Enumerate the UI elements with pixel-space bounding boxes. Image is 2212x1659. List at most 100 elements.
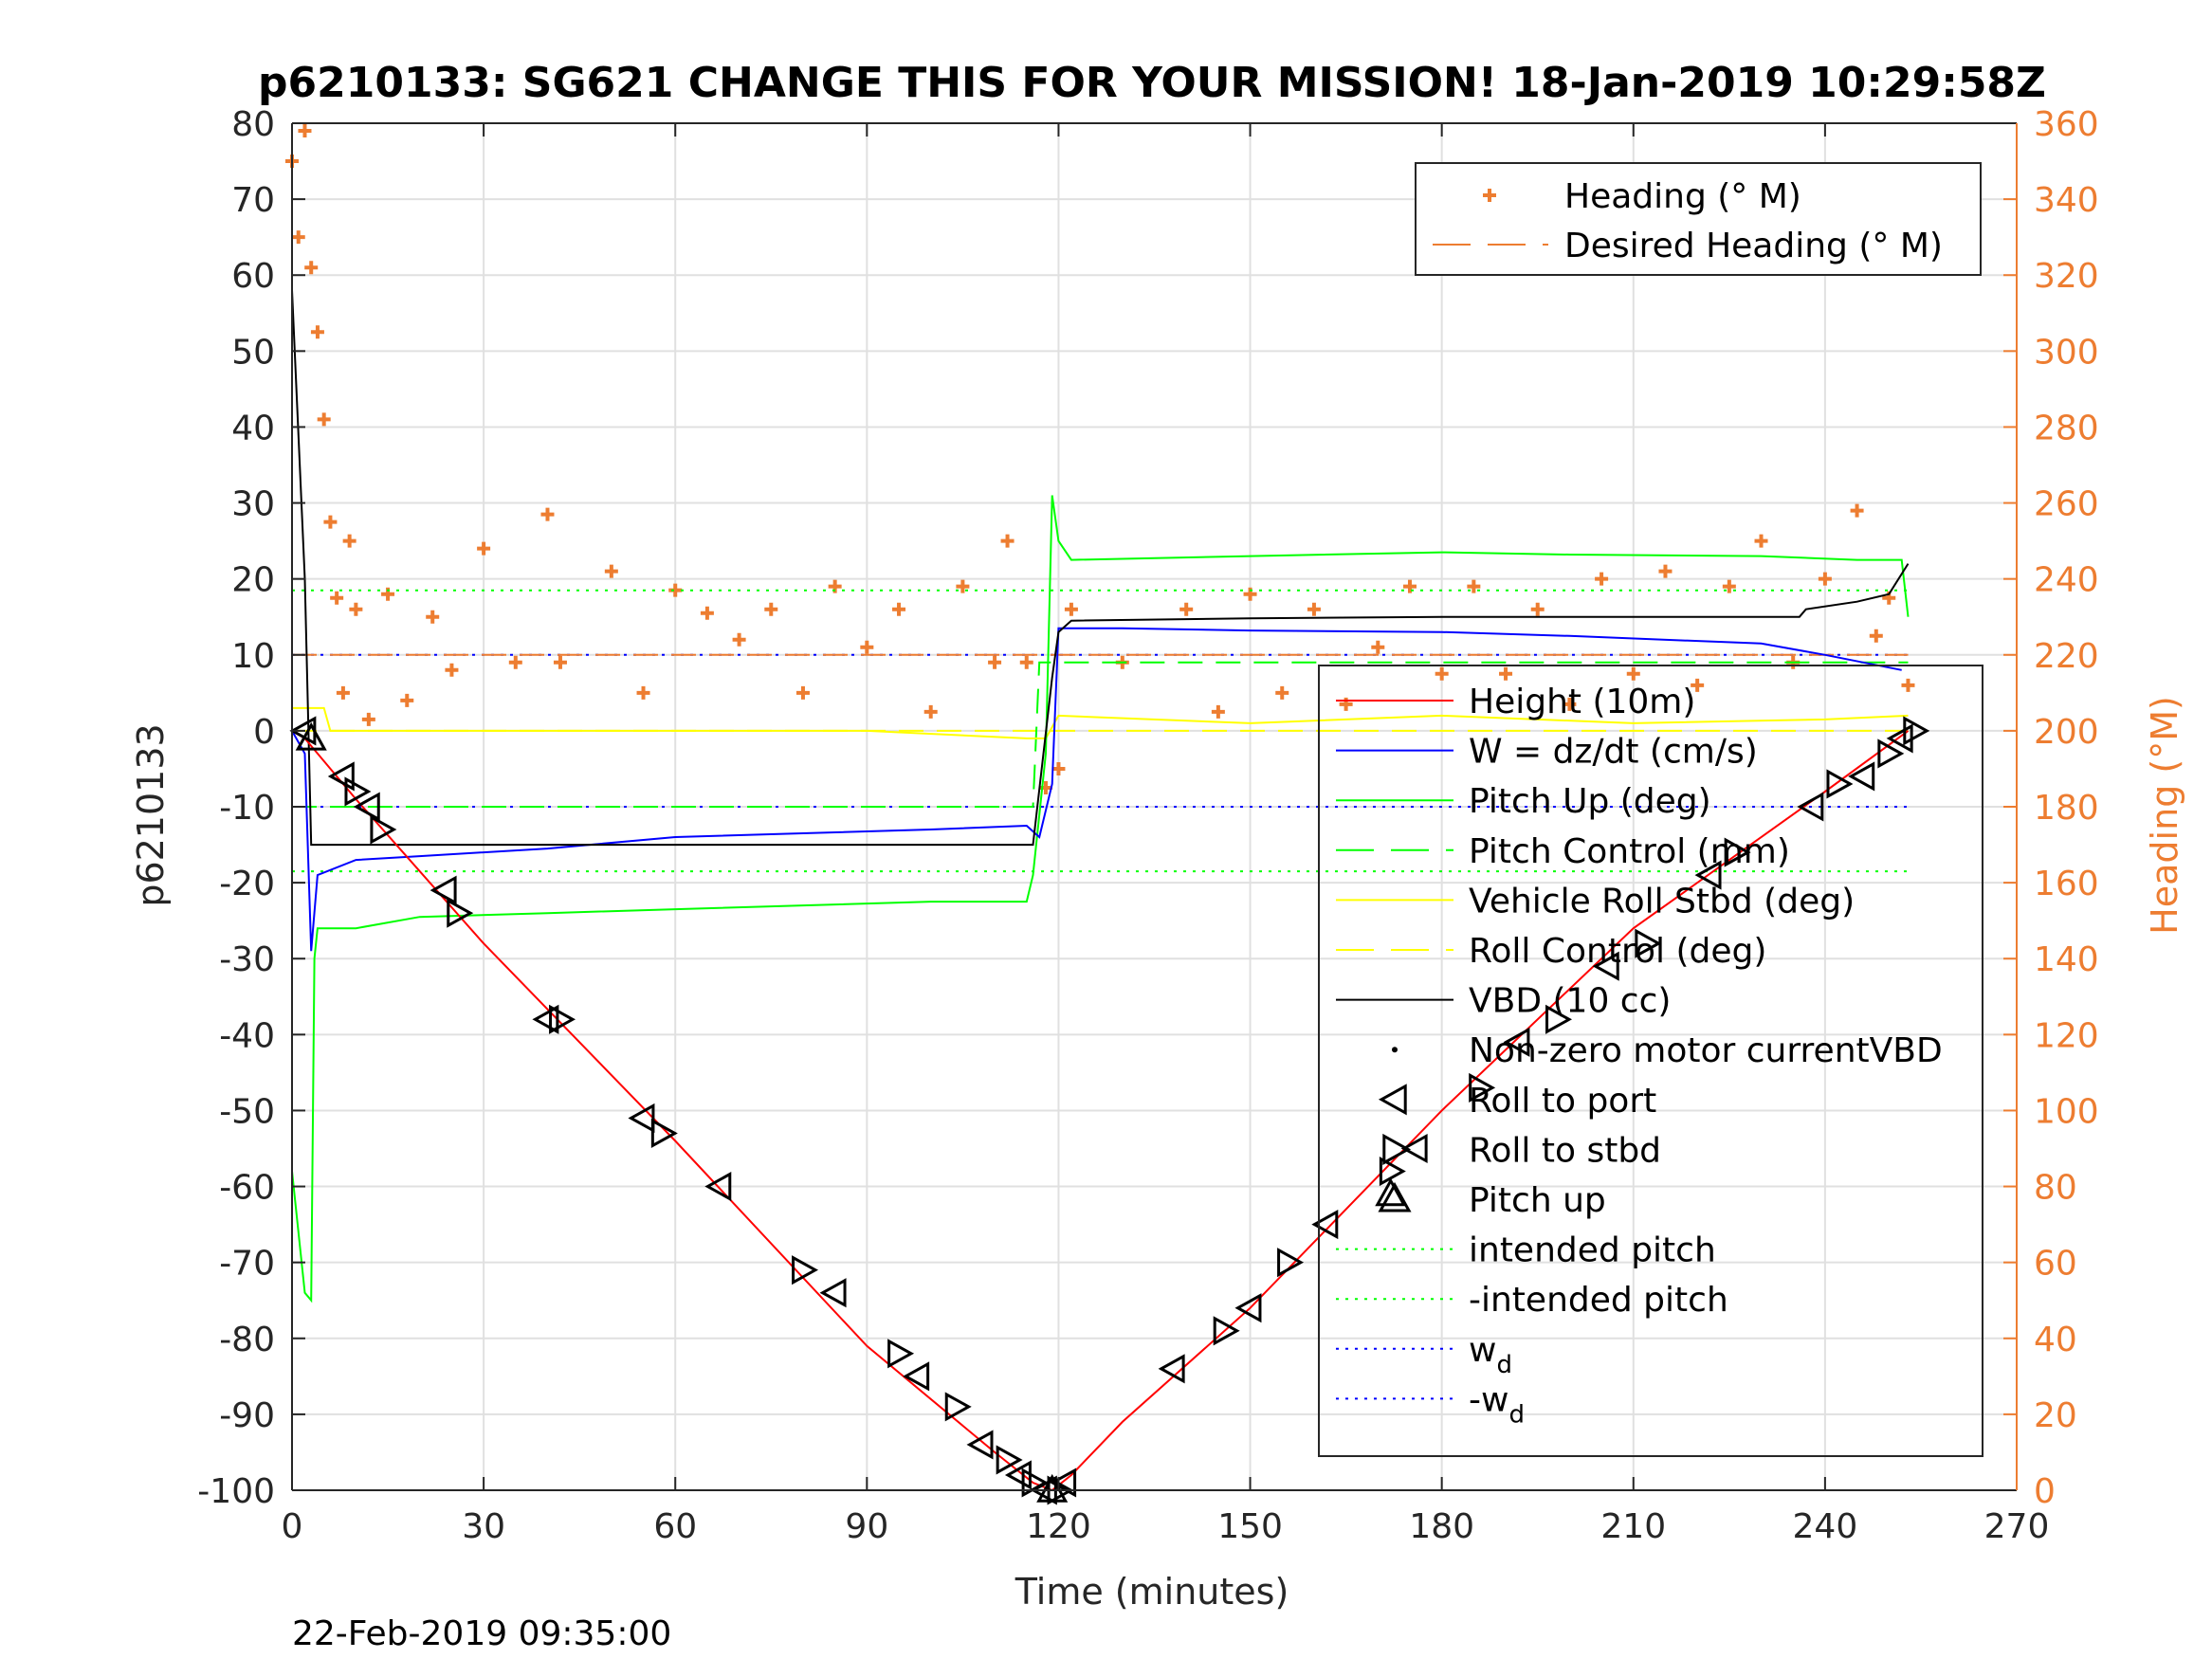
legend-swatch-roll-to-port: [1378, 1084, 1407, 1116]
roll-to-stbd-marker: [1213, 1316, 1240, 1346]
y2-tick-label: 220: [2034, 637, 2099, 676]
heading-point: [426, 610, 440, 624]
legend-label: W = dz/dt (cm/s): [1469, 733, 1758, 772]
x-tick-label: 180: [1409, 1507, 1474, 1546]
roll-to-stbd-marker: [887, 1339, 915, 1369]
roll-to-stbd-marker: [1724, 837, 1751, 867]
y-tick-label: 30: [231, 485, 275, 524]
heading-point: [1754, 534, 1768, 548]
roll-to-port-marker: [819, 1278, 847, 1308]
series-pitch-up-deg: [291, 495, 1910, 1304]
y-tick-label: -100: [197, 1472, 275, 1511]
heading-point: [336, 685, 350, 700]
y-tick-label: 10: [231, 637, 275, 676]
roll-to-port-marker: [1158, 1354, 1185, 1384]
legend-label: Pitch Up (deg): [1469, 782, 1711, 821]
x-tick-label: 30: [462, 1507, 505, 1546]
heading-point: [1499, 666, 1513, 681]
heading-point: [956, 579, 970, 593]
heading-point: [342, 534, 356, 548]
roll-to-port-marker: [628, 1103, 655, 1134]
legend-heading: Heading (° M) Desired Heading (° M): [1415, 162, 1982, 276]
roll-to-port-marker: [430, 875, 457, 905]
heading-point: [732, 632, 746, 647]
roll-to-port-marker: [1797, 792, 1824, 822]
heading-point: [923, 704, 938, 719]
heading-point: [636, 685, 650, 700]
heading-point: [1211, 704, 1225, 719]
legend-swatch-non-zero-motor-currentvbd: [1392, 1047, 1398, 1053]
roll-to-port-marker: [532, 1004, 559, 1034]
roll-to-port-marker: [966, 1430, 994, 1460]
heading-point: [1467, 579, 1481, 593]
heading-point: [304, 261, 319, 275]
roll-to-stbd-marker: [1469, 1072, 1496, 1103]
roll-to-stbd-marker: [1545, 1004, 1573, 1034]
heading-point: [1307, 602, 1321, 616]
heading-point: [323, 515, 338, 529]
legend-label: Roll Control (deg): [1469, 932, 1766, 971]
heading-point: [349, 602, 363, 616]
heading-point: [1371, 640, 1385, 654]
legend-label: intended pitch: [1469, 1231, 1716, 1270]
y2-tick-label: 300: [2034, 333, 2099, 372]
roll-to-port-marker: [1050, 1468, 1077, 1498]
series-heading: [285, 124, 1915, 794]
y-tick-label: 40: [231, 409, 275, 447]
y-tick-label: -20: [219, 865, 275, 903]
legend-heading-label: Heading (° M): [1564, 177, 1801, 216]
legend-swatch-pitch-up: [1378, 1181, 1412, 1212]
series-pitch-control-mm: [292, 661, 1909, 808]
roll-to-stbd-marker: [1877, 738, 1905, 769]
heading-point: [1530, 602, 1545, 616]
y-tick-label: 70: [231, 181, 275, 220]
y2-tick-label: 40: [2034, 1321, 2077, 1359]
heading-point: [361, 712, 375, 726]
y-axis-label: p6210133: [130, 723, 172, 906]
x-tick-label: 270: [1984, 1507, 2050, 1546]
heading-point: [1435, 666, 1449, 681]
y2-tick-label: 340: [2034, 181, 2099, 220]
heading-point: [317, 412, 331, 427]
heading-point: [604, 564, 618, 578]
y2-tick-label: 140: [2034, 940, 2099, 979]
heading-point: [1179, 602, 1194, 616]
pitch-up-marker: [1375, 1177, 1407, 1207]
y2-tick-label: 20: [2034, 1396, 2077, 1435]
y2-tick-label: 240: [2034, 561, 2099, 600]
legend-label: Non-zero motor currentVBD: [1469, 1031, 1943, 1070]
heading-point: [1901, 678, 1915, 692]
legend-main-box: [1318, 665, 1983, 1457]
legend-heading-box: [1415, 162, 1982, 276]
y-tick-label: -30: [219, 940, 275, 979]
heading-point: [1850, 503, 1864, 518]
roll-to-port-marker: [1400, 1133, 1428, 1164]
series-vbd-10-cc: [291, 290, 1910, 847]
x-tick-label: 120: [1026, 1507, 1091, 1546]
tick-labels: 0 30 60 90 120 150 180 210 240 270 80 70 60 50 40 30 20 1…: [197, 105, 2098, 1546]
roll-to-port-marker: [1234, 1293, 1262, 1323]
roll-to-port-marker: [903, 1361, 930, 1392]
chart-title: p6210133: SG621 CHANGE THIS FOR YOUR MIS…: [258, 59, 2046, 107]
heading-point: [1595, 572, 1609, 586]
y2-tick-label: 360: [2034, 105, 2099, 144]
y-tick-label: -10: [219, 789, 275, 828]
legend-swatch-roll-to-stbd: [1382, 1133, 1412, 1165]
x-tick-label: 90: [845, 1507, 888, 1546]
roll-to-stbd-marker: [792, 1255, 819, 1285]
y-tick-label: -50: [219, 1092, 275, 1131]
y-tick-label: -60: [219, 1169, 275, 1208]
heading-point: [1275, 685, 1289, 700]
heading-point: [700, 606, 714, 620]
roll-to-stbd-marker: [344, 776, 372, 807]
y2-tick-label: 100: [2034, 1092, 2099, 1131]
heading-point: [540, 507, 555, 521]
timestamp: 22-Feb-2019 09:35:00: [292, 1614, 671, 1653]
roll-to-port-marker: [1694, 860, 1722, 890]
y2-tick-label: 200: [2034, 713, 2099, 752]
heading-point: [892, 602, 906, 616]
heading-point: [298, 124, 312, 138]
legend-heading-swatch: [1483, 189, 1496, 202]
heading-point: [553, 655, 567, 669]
